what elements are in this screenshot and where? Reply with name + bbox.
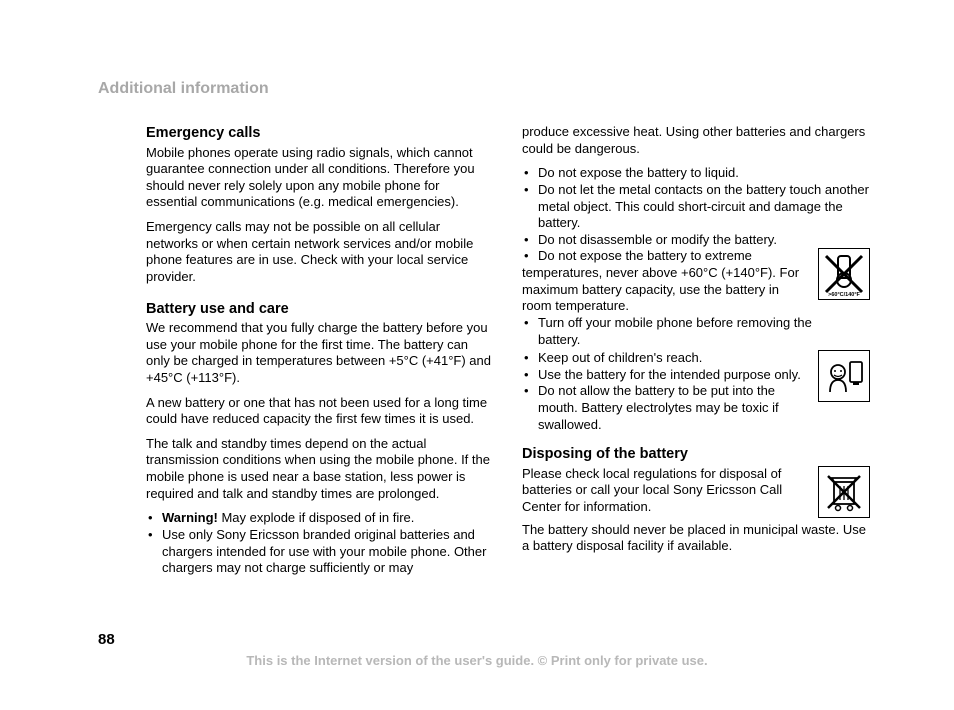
document-page: Additional information Emergency calls M… — [0, 0, 954, 710]
heading-emergency: Emergency calls — [146, 124, 494, 143]
paragraph: Emergency calls may not be possible on a… — [146, 219, 494, 286]
bullet-item: • Do not disassemble or modify the batte… — [522, 232, 870, 249]
bullet-text: Warning! May explode if disposed of in f… — [162, 510, 494, 527]
bullet-icon: • — [146, 527, 162, 544]
paragraph-with-icon: Please check local regulations for dispo… — [522, 466, 870, 518]
bullet-icon: • — [522, 182, 538, 199]
bullet-icon: • — [146, 510, 162, 527]
bullet-icon: • — [522, 383, 538, 400]
bullet-continuation: temperatures, never above +60°C (+140°F)… — [522, 265, 812, 315]
paragraph: We recommend that you fully charge the b… — [146, 320, 494, 387]
bullet-item: • Warning! May explode if disposed of in… — [146, 510, 494, 527]
keep-from-children-icon — [818, 350, 870, 402]
bullet-text: Do not allow the battery to be put into … — [538, 383, 812, 433]
bullet-icon: • — [522, 165, 538, 182]
two-column-layout: Emergency calls Mobile phones operate us… — [146, 124, 884, 577]
bullet-text: Do not disassemble or modify the battery… — [538, 232, 870, 249]
bullet-icon: • — [522, 350, 538, 367]
section-header: Additional information — [98, 80, 884, 98]
bullet-icon: • — [522, 232, 538, 249]
icon-text-group: • Keep out of children's reach. • Use th… — [522, 350, 812, 433]
bullet-text: Do not let the metal contacts on the bat… — [538, 182, 870, 232]
bullet-text: Do not expose the battery to extreme — [538, 248, 812, 265]
bullet-with-icon: • Do not expose the battery to extreme t… — [522, 248, 870, 348]
right-column: produce excessive heat. Using other batt… — [522, 124, 870, 577]
paragraph: Mobile phones operate using radio signal… — [146, 145, 494, 212]
icon-text-group: Please check local regulations for dispo… — [522, 466, 812, 516]
bullet-icon: • — [522, 367, 538, 384]
paragraph-continuation: produce excessive heat. Using other batt… — [522, 124, 870, 157]
bullet-icon: • — [522, 315, 538, 332]
bullet-item: • Do not expose the battery to liquid. — [522, 165, 870, 182]
bullet-item: • Keep out of children's reach. — [522, 350, 812, 367]
footer-notice: This is the Internet version of the user… — [0, 653, 954, 668]
bullet-item: • Use only Sony Ericsson branded origina… — [146, 527, 494, 577]
bullet-with-icon: • Keep out of children's reach. • Use th… — [522, 350, 870, 433]
bullet-item: • Do not allow the battery to be put int… — [522, 383, 812, 433]
icon-text-group: • Do not expose the battery to extreme t… — [522, 248, 812, 348]
bullet-item: • Do not expose the battery to extreme — [522, 248, 812, 265]
svg-text:>60°C/140°F: >60°C/140°F — [828, 292, 860, 298]
bullet-text: Use the battery for the intended purpose… — [538, 367, 812, 384]
left-column: Emergency calls Mobile phones operate us… — [146, 124, 494, 577]
paragraph: The battery should never be placed in mu… — [522, 522, 870, 555]
temperature-warning-icon: >60°C/140°F — [818, 248, 870, 300]
bullet-icon: • — [522, 248, 538, 265]
paragraph: Please check local regulations for dispo… — [522, 466, 812, 516]
heading-disposing: Disposing of the battery — [522, 445, 870, 464]
heading-battery: Battery use and care — [146, 300, 494, 319]
bullet-item: • Turn off your mobile phone before remo… — [522, 315, 812, 348]
bullet-text: Use only Sony Ericsson branded original … — [162, 527, 494, 577]
bullet-text: Do not expose the battery to liquid. — [538, 165, 870, 182]
page-number: 88 — [98, 631, 115, 648]
paragraph: The talk and standby times depend on the… — [146, 436, 494, 503]
bullet-text: Keep out of children's reach. — [538, 350, 812, 367]
bullet-item: • Use the battery for the intended purpo… — [522, 367, 812, 384]
paragraph: A new battery or one that has not been u… — [146, 395, 494, 428]
no-trash-bin-icon — [818, 466, 870, 518]
bullet-item: • Do not let the metal contacts on the b… — [522, 182, 870, 232]
warning-label: Warning! — [162, 510, 218, 525]
warning-rest: May explode if disposed of in fire. — [218, 510, 415, 525]
bullet-text: Turn off your mobile phone before removi… — [538, 315, 812, 348]
